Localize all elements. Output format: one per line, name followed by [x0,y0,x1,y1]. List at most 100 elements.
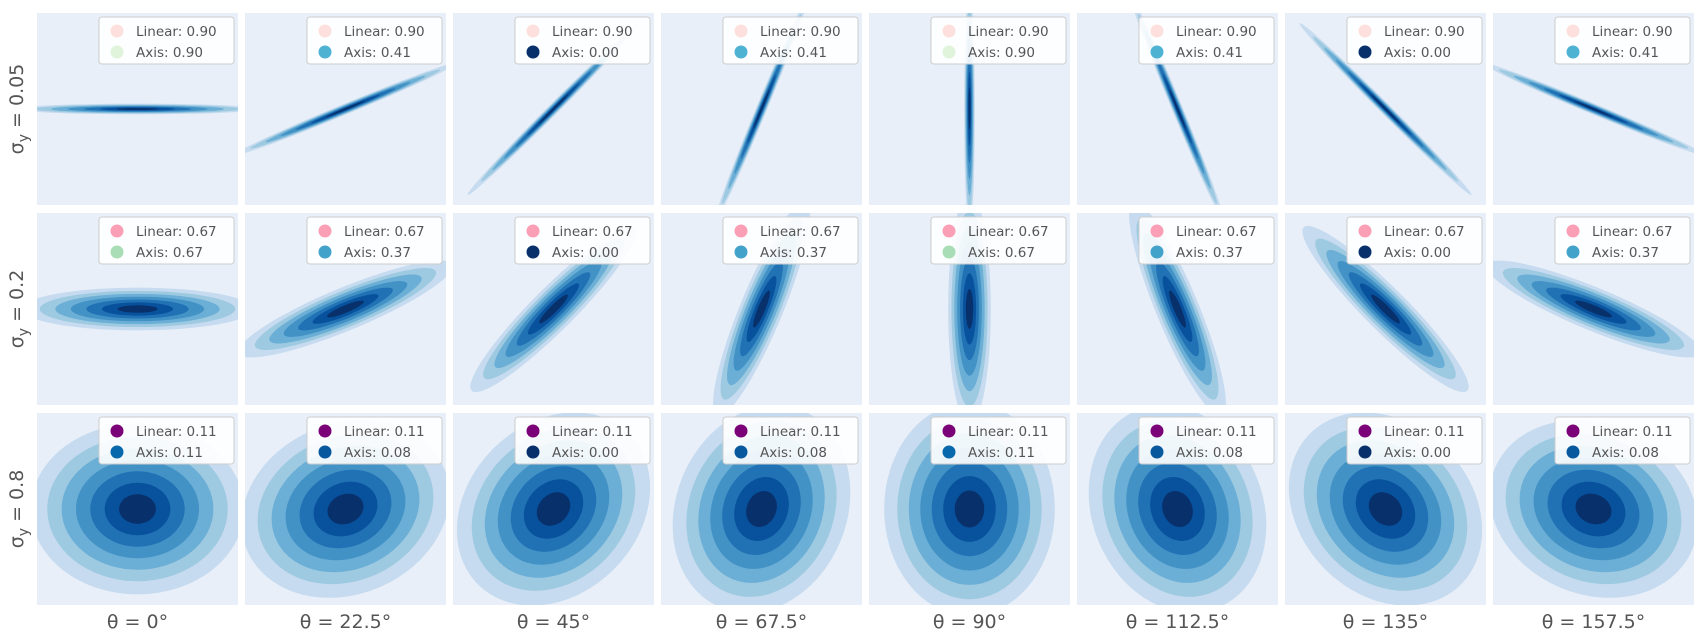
legend-frame [98,216,235,265]
legend-axis-label: Axis: 0.11 [968,445,1035,461]
legend-frame [1138,16,1275,65]
legend: Linear: 0.90 Axis: 0.41 [306,16,443,65]
contour-group [1493,260,1694,358]
panel-r0-c7: Linear: 0.90 Axis: 0.41 [1493,13,1694,205]
legend-axis-marker [1566,245,1580,259]
contour-level-6 [1162,491,1193,527]
legend-frame [722,16,859,65]
legend: Linear: 0.90 Axis: 0.90 [98,16,235,65]
legend: Linear: 0.67 Axis: 0.00 [514,216,651,265]
contour-level-6 [1575,493,1612,525]
panel-r2-c0: Linear: 0.11 Axis: 0.11 [37,413,238,605]
legend-linear-marker [1358,224,1372,238]
legend-axis-marker [734,245,748,259]
column-label: θ = 45° [517,611,590,633]
row-label: σy = 0.8 [6,470,32,549]
legend-frame [1554,216,1691,265]
panel-r2-c6: Linear: 0.11 Axis: 0.00 [1285,413,1486,605]
legend: Linear: 0.90 Axis: 0.00 [1346,16,1483,65]
legend-linear-label: Linear: 0.67 [1176,224,1257,240]
contour-group [1299,22,1472,196]
panel-r2-c3: Linear: 0.11 Axis: 0.08 [661,413,862,605]
legend-linear-marker [110,24,124,38]
legend-linear-marker [942,424,956,438]
legend-axis-label: Axis: 0.00 [552,45,619,61]
legend-axis-label: Axis: 0.00 [552,445,619,461]
contour-level-6 [1574,300,1613,318]
legend-axis-marker [942,445,956,459]
panel-r1-c0: Linear: 0.67 Axis: 0.67 [37,213,238,405]
legend-linear-marker [1566,224,1580,238]
panel-r0-c2: Linear: 0.90 Axis: 0.00 [453,13,654,205]
legend-linear-label: Linear: 0.90 [1176,24,1257,40]
legend-frame [1554,416,1691,465]
legend-linear-label: Linear: 0.67 [1384,224,1465,240]
column-label: θ = 157.5° [1542,611,1646,633]
contour-group [37,287,238,331]
contour-level-6 [1370,94,1401,124]
legend-axis-label: Axis: 0.41 [760,45,827,61]
legend-frame [1554,16,1691,65]
legend-axis-marker [526,245,540,259]
legend-frame [514,16,651,65]
panel-r2-c5: Linear: 0.11 Axis: 0.08 [1077,413,1278,605]
legend-axis-label: Axis: 0.37 [344,245,411,261]
legend-axis-label: Axis: 0.41 [1176,45,1243,61]
legend-linear-label: Linear: 0.67 [552,224,633,240]
panel-r1-c2: Linear: 0.67 Axis: 0.00 [453,213,654,405]
legend-axis-marker [526,445,540,459]
legend-frame [98,416,235,465]
panel-r0-c6: Linear: 0.90 Axis: 0.00 [1285,13,1486,205]
legend-frame [1346,16,1483,65]
contour-group [1288,413,1483,605]
legend-frame [930,16,1067,65]
legend-linear-label: Linear: 0.90 [344,24,425,40]
legend-frame [1346,416,1483,465]
row-label: σy = 0.2 [6,270,32,349]
contour-level-6 [1169,89,1186,129]
legend-linear-label: Linear: 0.11 [968,424,1049,440]
legend-frame [930,216,1067,265]
legend-axis-marker [734,45,748,59]
legend-linear-marker [110,224,124,238]
legend-linear-marker [942,224,956,238]
legend-axis-marker [318,45,332,59]
panel-r1-c1: Linear: 0.67 Axis: 0.37 [245,213,446,405]
legend-axis-label: Axis: 0.41 [1592,45,1659,61]
contour-level-6 [1574,100,1613,118]
legend-axis-label: Axis: 0.08 [760,445,827,461]
legend-axis-marker [110,445,124,459]
contour-group [470,225,637,393]
legend-linear-label: Linear: 0.90 [1592,24,1673,40]
legend-linear-marker [734,24,748,38]
panel-r1-c6: Linear: 0.67 Axis: 0.00 [1285,213,1486,405]
panel-r2-c4: Linear: 0.11 Axis: 0.11 [869,413,1070,605]
legend-linear-marker [1566,24,1580,38]
legend-frame [722,416,859,465]
legend-axis-label: Axis: 0.67 [136,245,203,261]
panel-r0-c3: Linear: 0.90 Axis: 0.41 [661,13,862,205]
contour-level-6 [326,100,365,118]
legend-axis-label: Axis: 0.00 [1384,245,1451,261]
legend: Linear: 0.90 Axis: 0.41 [722,16,859,65]
legend-linear-label: Linear: 0.11 [136,424,217,440]
panel-r1-c3: Linear: 0.67 Axis: 0.37 [661,213,862,405]
panel-r1-c4: Linear: 0.67 Axis: 0.67 [869,213,1070,405]
contour-group [1302,225,1469,393]
legend-axis-marker [1566,445,1580,459]
legend-axis-label: Axis: 0.67 [968,245,1035,261]
legend-frame [306,216,443,265]
panel-r0-c5: Linear: 0.90 Axis: 0.41 [1077,13,1278,205]
contour-level-6 [753,89,770,129]
legend: Linear: 0.67 Axis: 0.00 [1346,216,1483,265]
legend-linear-label: Linear: 0.67 [1592,224,1673,240]
row-label: σy = 0.05 [6,64,32,155]
legend-axis-label: Axis: 0.08 [1592,445,1659,461]
legend-axis-marker [1358,445,1372,459]
legend-frame [514,416,651,465]
legend-axis-marker [526,45,540,59]
legend: Linear: 0.11 Axis: 0.08 [306,416,443,465]
legend-linear-label: Linear: 0.11 [1176,424,1257,440]
contour-level-6 [116,108,159,110]
